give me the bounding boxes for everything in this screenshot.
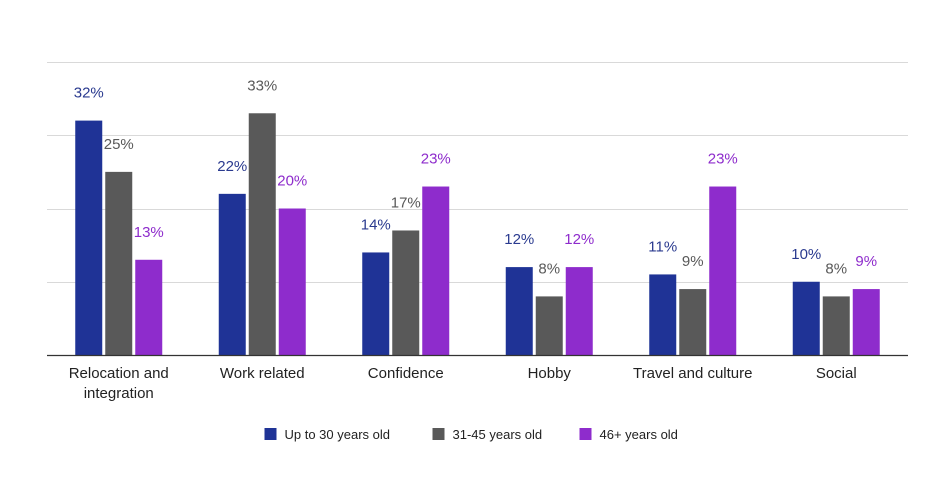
data-label: 23% [708,151,738,168]
bar-2-series-0 [362,252,390,355]
legend-label-1: 31-45 years old [453,427,543,442]
bar-1-series-0 [218,193,246,355]
bar-0-series-1 [105,171,133,355]
legend-swatch-1 [432,428,445,440]
bar-0-series-2 [135,259,163,355]
category-label: Social [816,365,857,382]
category-label: Travel and culture [633,365,753,382]
legend: Up to 30 years old 31-45 years old 46+ yea… [264,427,678,442]
category-label: Hobby [528,365,572,382]
category-label: integration [84,385,154,402]
category-label: Relocation and [69,365,169,382]
bar-3-series-1 [535,296,563,355]
data-label: 14% [361,216,391,233]
bar-2-series-2 [422,186,450,355]
bar-3-series-0 [505,267,533,355]
category-label: Work related [220,365,305,382]
bars [75,113,880,356]
data-label: 23% [421,151,451,168]
data-label: 12% [504,231,534,248]
legend-swatch-2 [579,428,592,440]
bar-4-series-2 [709,186,737,355]
bar-1-series-1 [248,113,276,356]
bar-5-series-0 [792,281,820,355]
data-labels: 32%25%13%22%33%20%14%17%23%12%8%12% 11%9%… [74,77,877,277]
data-label: 25% [104,136,134,153]
data-label: 17% [391,194,421,211]
data-label: 9% [682,253,704,270]
legend-swatch-0 [264,428,277,440]
data-label: 20% [277,173,307,190]
bar-5-series-2 [852,289,880,355]
legend-label-0: Up to 30 years old [285,427,391,442]
data-label: 32% [74,85,104,102]
data-label: 22% [217,158,247,175]
bar-5-series-1 [822,296,850,355]
x-axis: Relocation and integration Work related Con… [47,354,908,402]
legend-label-2: 46+ years old [600,427,678,442]
bar-2-series-1 [392,230,420,355]
bar-4-series-1 [679,289,707,355]
data-label: 33% [247,77,277,94]
bar-1-series-2 [278,208,306,355]
data-label: 12% [564,231,594,248]
bar-0-series-0 [75,120,103,355]
data-label: 9% [855,253,877,270]
bar-3-series-2 [565,267,593,355]
data-label: 10% [791,246,821,263]
category-label: Confidence [368,365,444,382]
data-label: 13% [134,224,164,241]
data-label: 8% [538,260,560,277]
gridlines [47,62,908,283]
data-label: 8% [825,260,847,277]
data-label: 11% [648,238,677,255]
bar-4-series-0 [649,274,677,355]
